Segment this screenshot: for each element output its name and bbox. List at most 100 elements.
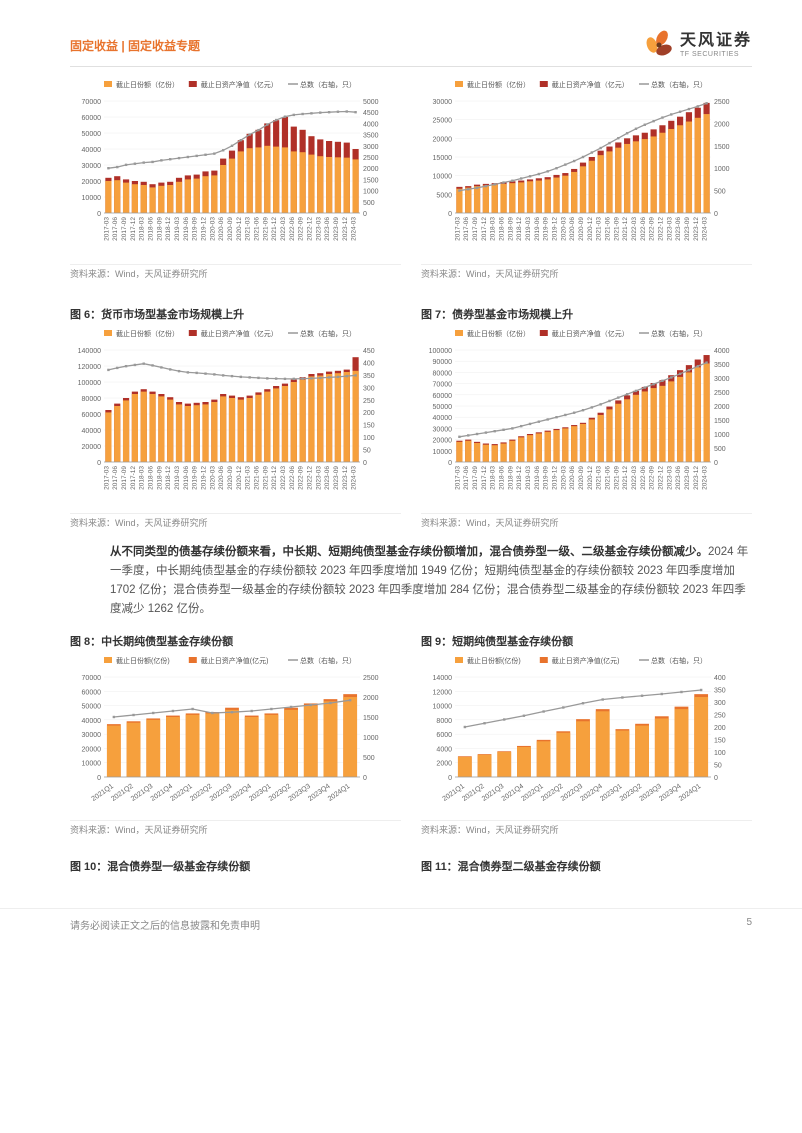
- svg-text:2020-12: 2020-12: [587, 466, 594, 490]
- svg-text:5000: 5000: [363, 99, 379, 106]
- svg-text:2019-12: 2019-12: [552, 217, 559, 241]
- svg-text:0: 0: [97, 211, 101, 218]
- page-footer: 请务必阅读正文之后的信息披露和免责申明 5: [0, 908, 802, 940]
- svg-text:0: 0: [97, 775, 101, 782]
- svg-text:40000: 40000: [82, 147, 102, 154]
- svg-text:2018-06: 2018-06: [148, 466, 155, 490]
- company-logo: 天风证券 TF SECURITIES: [644, 30, 752, 60]
- svg-text:0: 0: [448, 775, 452, 782]
- svg-text:0: 0: [714, 775, 718, 782]
- svg-text:25000: 25000: [433, 118, 453, 125]
- svg-text:2018-12: 2018-12: [165, 466, 172, 490]
- svg-text:1000: 1000: [714, 432, 730, 439]
- svg-text:截止日资产净值（亿元）: 截止日资产净值（亿元）: [552, 80, 629, 89]
- svg-text:500: 500: [363, 200, 375, 207]
- svg-text:1500: 1500: [714, 144, 730, 151]
- svg-text:2019-03: 2019-03: [525, 466, 532, 490]
- svg-text:2021-03: 2021-03: [245, 466, 252, 490]
- svg-text:2017-09: 2017-09: [121, 466, 128, 490]
- svg-text:总数（右轴，只）: 总数（右轴，只）: [651, 80, 707, 89]
- svg-text:2020-06: 2020-06: [569, 217, 576, 241]
- svg-text:500: 500: [714, 446, 726, 453]
- svg-text:2017-12: 2017-12: [481, 466, 488, 490]
- svg-text:总数（右轴，只）: 总数（右轴，只）: [300, 329, 356, 338]
- svg-text:2021-03: 2021-03: [245, 217, 252, 241]
- svg-text:2023-12: 2023-12: [693, 466, 700, 490]
- svg-text:15000: 15000: [433, 155, 453, 162]
- svg-text:截止日份额（亿份）: 截止日份额（亿份）: [467, 80, 530, 89]
- source-ml: 资料来源：Wind，天风证券研究所: [70, 513, 401, 529]
- svg-text:60000: 60000: [82, 412, 102, 419]
- svg-text:2022-06: 2022-06: [289, 217, 296, 241]
- svg-text:2000: 2000: [714, 404, 730, 411]
- svg-text:2500: 2500: [714, 390, 730, 397]
- svg-text:100000: 100000: [429, 348, 452, 355]
- svg-text:60000: 60000: [82, 115, 102, 122]
- svg-text:2021-12: 2021-12: [622, 217, 629, 241]
- body-paragraph: 从不同类型的债基存续份额来看，中长期、短期纯债型基金存续份额增加，混合债券型一级…: [110, 543, 752, 619]
- svg-text:截止日份额（亿份）: 截止日份额（亿份）: [116, 329, 179, 338]
- svg-text:2018-06: 2018-06: [499, 217, 506, 241]
- svg-text:10000: 10000: [82, 195, 102, 202]
- svg-text:10000: 10000: [82, 761, 102, 768]
- svg-text:100: 100: [714, 750, 726, 757]
- svg-text:2017-03: 2017-03: [454, 466, 461, 490]
- body-bold: 从不同类型的债基存续份额来看，中长期、短期纯债型基金存续份额增加，混合债券型一级…: [110, 546, 708, 558]
- chart-top-left: 截止日份额（亿份）截止日资产净值（亿元）总数（右轴，只）010000200003…: [70, 77, 401, 262]
- svg-text:2020-03: 2020-03: [560, 466, 567, 490]
- svg-text:2023-06: 2023-06: [324, 217, 331, 241]
- svg-text:80000: 80000: [433, 370, 453, 377]
- svg-text:2000: 2000: [436, 761, 452, 768]
- svg-text:2018-03: 2018-03: [490, 217, 497, 241]
- svg-text:450: 450: [363, 348, 375, 355]
- svg-text:1500: 1500: [714, 418, 730, 425]
- svg-text:1000: 1000: [714, 166, 730, 173]
- source-br: 资料来源：Wind，天风证券研究所: [421, 820, 752, 836]
- svg-text:2022-12: 2022-12: [657, 217, 664, 241]
- footer-page: 5: [746, 917, 752, 932]
- svg-text:2000: 2000: [363, 695, 379, 702]
- svg-text:2020-03: 2020-03: [209, 217, 216, 241]
- svg-text:100: 100: [363, 435, 375, 442]
- chart10-title: 图 10：混合债券型一级基金存续份额: [70, 858, 401, 874]
- svg-text:2017-09: 2017-09: [472, 217, 479, 241]
- svg-text:2023-06: 2023-06: [675, 466, 682, 490]
- svg-text:500: 500: [714, 189, 726, 196]
- svg-text:2022-12: 2022-12: [306, 217, 313, 241]
- svg-text:0: 0: [363, 460, 367, 467]
- svg-text:2022-03: 2022-03: [280, 217, 287, 241]
- svg-text:2019-03: 2019-03: [174, 217, 181, 241]
- svg-text:30000: 30000: [82, 732, 102, 739]
- svg-text:2021-06: 2021-06: [253, 466, 260, 490]
- svg-text:2023-03: 2023-03: [315, 466, 322, 490]
- svg-text:截止日资产净值(亿元): 截止日资产净值(亿元): [552, 656, 620, 665]
- svg-text:4000: 4000: [363, 121, 379, 128]
- svg-text:40000: 40000: [82, 428, 102, 435]
- svg-text:截止日份额(亿份): 截止日份额(亿份): [467, 656, 521, 665]
- svg-text:2019-09: 2019-09: [543, 466, 550, 490]
- svg-text:2500: 2500: [714, 99, 730, 106]
- svg-text:2017-03: 2017-03: [103, 466, 110, 490]
- svg-text:0: 0: [363, 211, 367, 218]
- svg-text:4500: 4500: [363, 110, 379, 117]
- chart11-title: 图 11：混合债券型二级基金存续份额: [421, 858, 752, 874]
- svg-text:截止日份额（亿份）: 截止日份额（亿份）: [467, 329, 530, 338]
- svg-text:2024-03: 2024-03: [702, 217, 709, 241]
- svg-text:2018-09: 2018-09: [156, 217, 163, 241]
- svg-text:2023-12: 2023-12: [342, 466, 349, 490]
- svg-text:2500: 2500: [363, 155, 379, 162]
- svg-text:2023-06: 2023-06: [675, 217, 682, 241]
- svg-text:2017-03: 2017-03: [454, 217, 461, 241]
- svg-text:2020-12: 2020-12: [236, 466, 243, 490]
- svg-text:70000: 70000: [82, 675, 102, 682]
- logo-cn-text: 天风证券: [680, 33, 752, 49]
- svg-text:0: 0: [448, 211, 452, 218]
- svg-text:2022-09: 2022-09: [298, 466, 305, 490]
- svg-text:4000: 4000: [714, 348, 730, 355]
- svg-text:2017-09: 2017-09: [121, 217, 128, 241]
- svg-text:3000: 3000: [714, 376, 730, 383]
- svg-text:3500: 3500: [363, 133, 379, 140]
- svg-text:2023-03: 2023-03: [666, 466, 673, 490]
- svg-text:2018-06: 2018-06: [499, 466, 506, 490]
- svg-text:2019-09: 2019-09: [543, 217, 550, 241]
